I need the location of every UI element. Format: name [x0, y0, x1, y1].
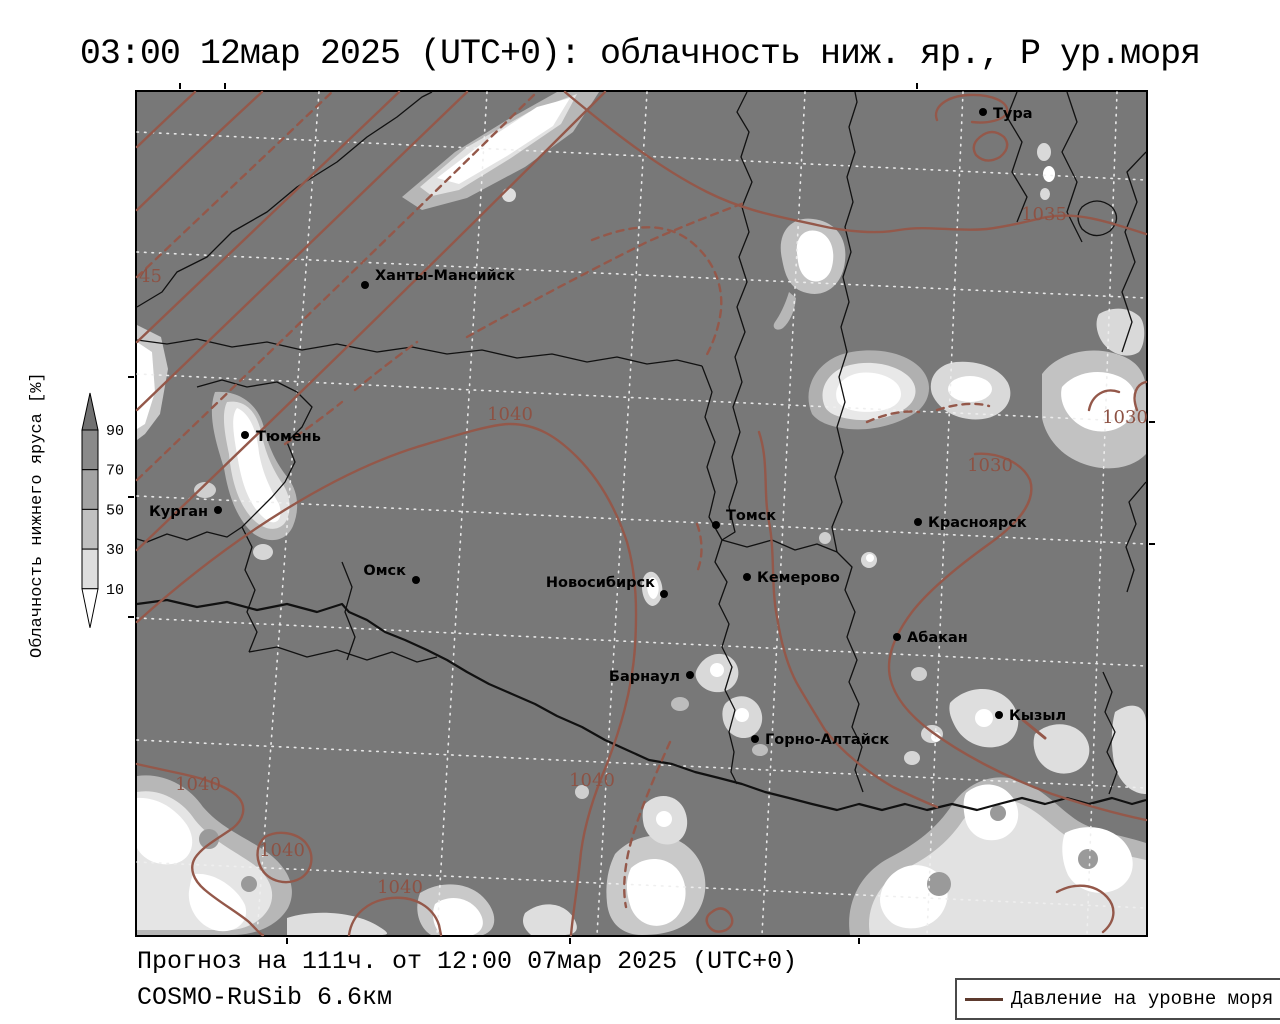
- city-dot: [914, 518, 922, 526]
- colorbar-tick-label: 70: [106, 463, 124, 480]
- state-border: [136, 598, 1147, 812]
- pressure-labels: 45 1035 1040 1030 1030 1040 1040 1040 1040: [139, 204, 1148, 898]
- city-dot: [995, 711, 1003, 719]
- colorbar-arrow-top: [81, 392, 99, 431]
- city-label: Горно-Алтайск: [765, 732, 889, 748]
- city-label: Кемерово: [757, 570, 840, 586]
- colorbar-label: Облачность нижнего яруса [%]: [28, 372, 47, 658]
- city-label: Омск: [363, 563, 406, 579]
- city-label: Курган: [149, 504, 208, 520]
- city-dot: [686, 671, 694, 679]
- region-boundaries: [136, 91, 1147, 795]
- isobar-dashed-lines: [135, 90, 991, 909]
- legend-label: Давление на уровне моря: [1011, 988, 1274, 1010]
- city-dot: [893, 633, 901, 641]
- city-label: Барнаул: [609, 669, 680, 685]
- colorbar: 90 70 50 30 10: [81, 392, 124, 628]
- city-label: Тура: [993, 106, 1033, 122]
- page-title: 03:00 12мар 2025 (UTC+0): облачность ниж…: [79, 34, 1201, 74]
- colorbar-segment: [81, 429, 99, 471]
- pressure-value-label: 45: [139, 266, 162, 287]
- colorbar-tick-label: 30: [106, 542, 124, 559]
- frame-ticks: [128, 83, 1155, 944]
- city-label: Абакан: [907, 630, 968, 646]
- city-dot: [241, 431, 249, 439]
- pressure-value-label: 1030: [967, 455, 1013, 476]
- city-dot: [979, 108, 987, 116]
- pressure-value-label: 1040: [569, 770, 615, 791]
- weather-map: 45 1035 1040 1030 1030 1040 1040 1040 1040 Тура Х…: [128, 83, 1155, 944]
- forecast-info: Прогноз на 111ч. от 12:00 07мар 2025 (UT…: [137, 947, 798, 976]
- city-label: Томск: [726, 508, 776, 524]
- pressure-value-label: 1035: [1021, 204, 1067, 225]
- colorbar-segment: [81, 548, 99, 590]
- colorbar-tick-label: 50: [106, 502, 124, 519]
- pressure-value-label: 1040: [175, 774, 221, 795]
- model-info: COSMO-RuSib 6.6км: [137, 983, 393, 1012]
- city-label: Кызыл: [1009, 708, 1066, 724]
- city-markers: Тура Ханты-Мансийск Тюмень Курган Омск Новоси…: [149, 106, 1066, 748]
- graticule-lines: [136, 91, 1147, 936]
- pressure-value-label: 1040: [487, 404, 533, 425]
- pressure-legend: Давление на уровне моря: [955, 978, 1280, 1020]
- city-dot: [743, 573, 751, 581]
- isobar-lines: [135, 90, 1148, 937]
- pressure-value-label: 1040: [377, 877, 423, 898]
- city-dot: [361, 281, 369, 289]
- colorbar-segment: [81, 508, 99, 550]
- city-label: Новосибирск: [546, 575, 655, 591]
- city-label: Ханты-Мансийск: [375, 268, 515, 284]
- map-canvas: 45 1035 1040 1030 1030 1040 1040 1040 1040 Тура Х…: [128, 83, 1155, 944]
- colorbar-tick-label: 90: [106, 423, 124, 440]
- pressure-value-label: 1040: [259, 840, 305, 861]
- city-dot: [660, 590, 668, 598]
- colorbar-arrow-bottom: [81, 588, 99, 628]
- city-label: Красноярск: [928, 515, 1027, 531]
- city-dot: [712, 521, 720, 529]
- cloud-fields: [137, 92, 1146, 935]
- colorbar-segment: [81, 469, 99, 510]
- city-label: Тюмень: [256, 429, 321, 445]
- isobar-line-sample: [965, 997, 1003, 1001]
- colorbar-tick-label: 10: [106, 582, 124, 599]
- city-dot: [214, 506, 222, 514]
- footer: Прогноз на 111ч. от 12:00 07мар 2025 (UT…: [137, 948, 797, 1011]
- city-dot: [412, 576, 420, 584]
- pressure-value-label: 1030: [1102, 407, 1148, 428]
- city-dot: [751, 735, 759, 743]
